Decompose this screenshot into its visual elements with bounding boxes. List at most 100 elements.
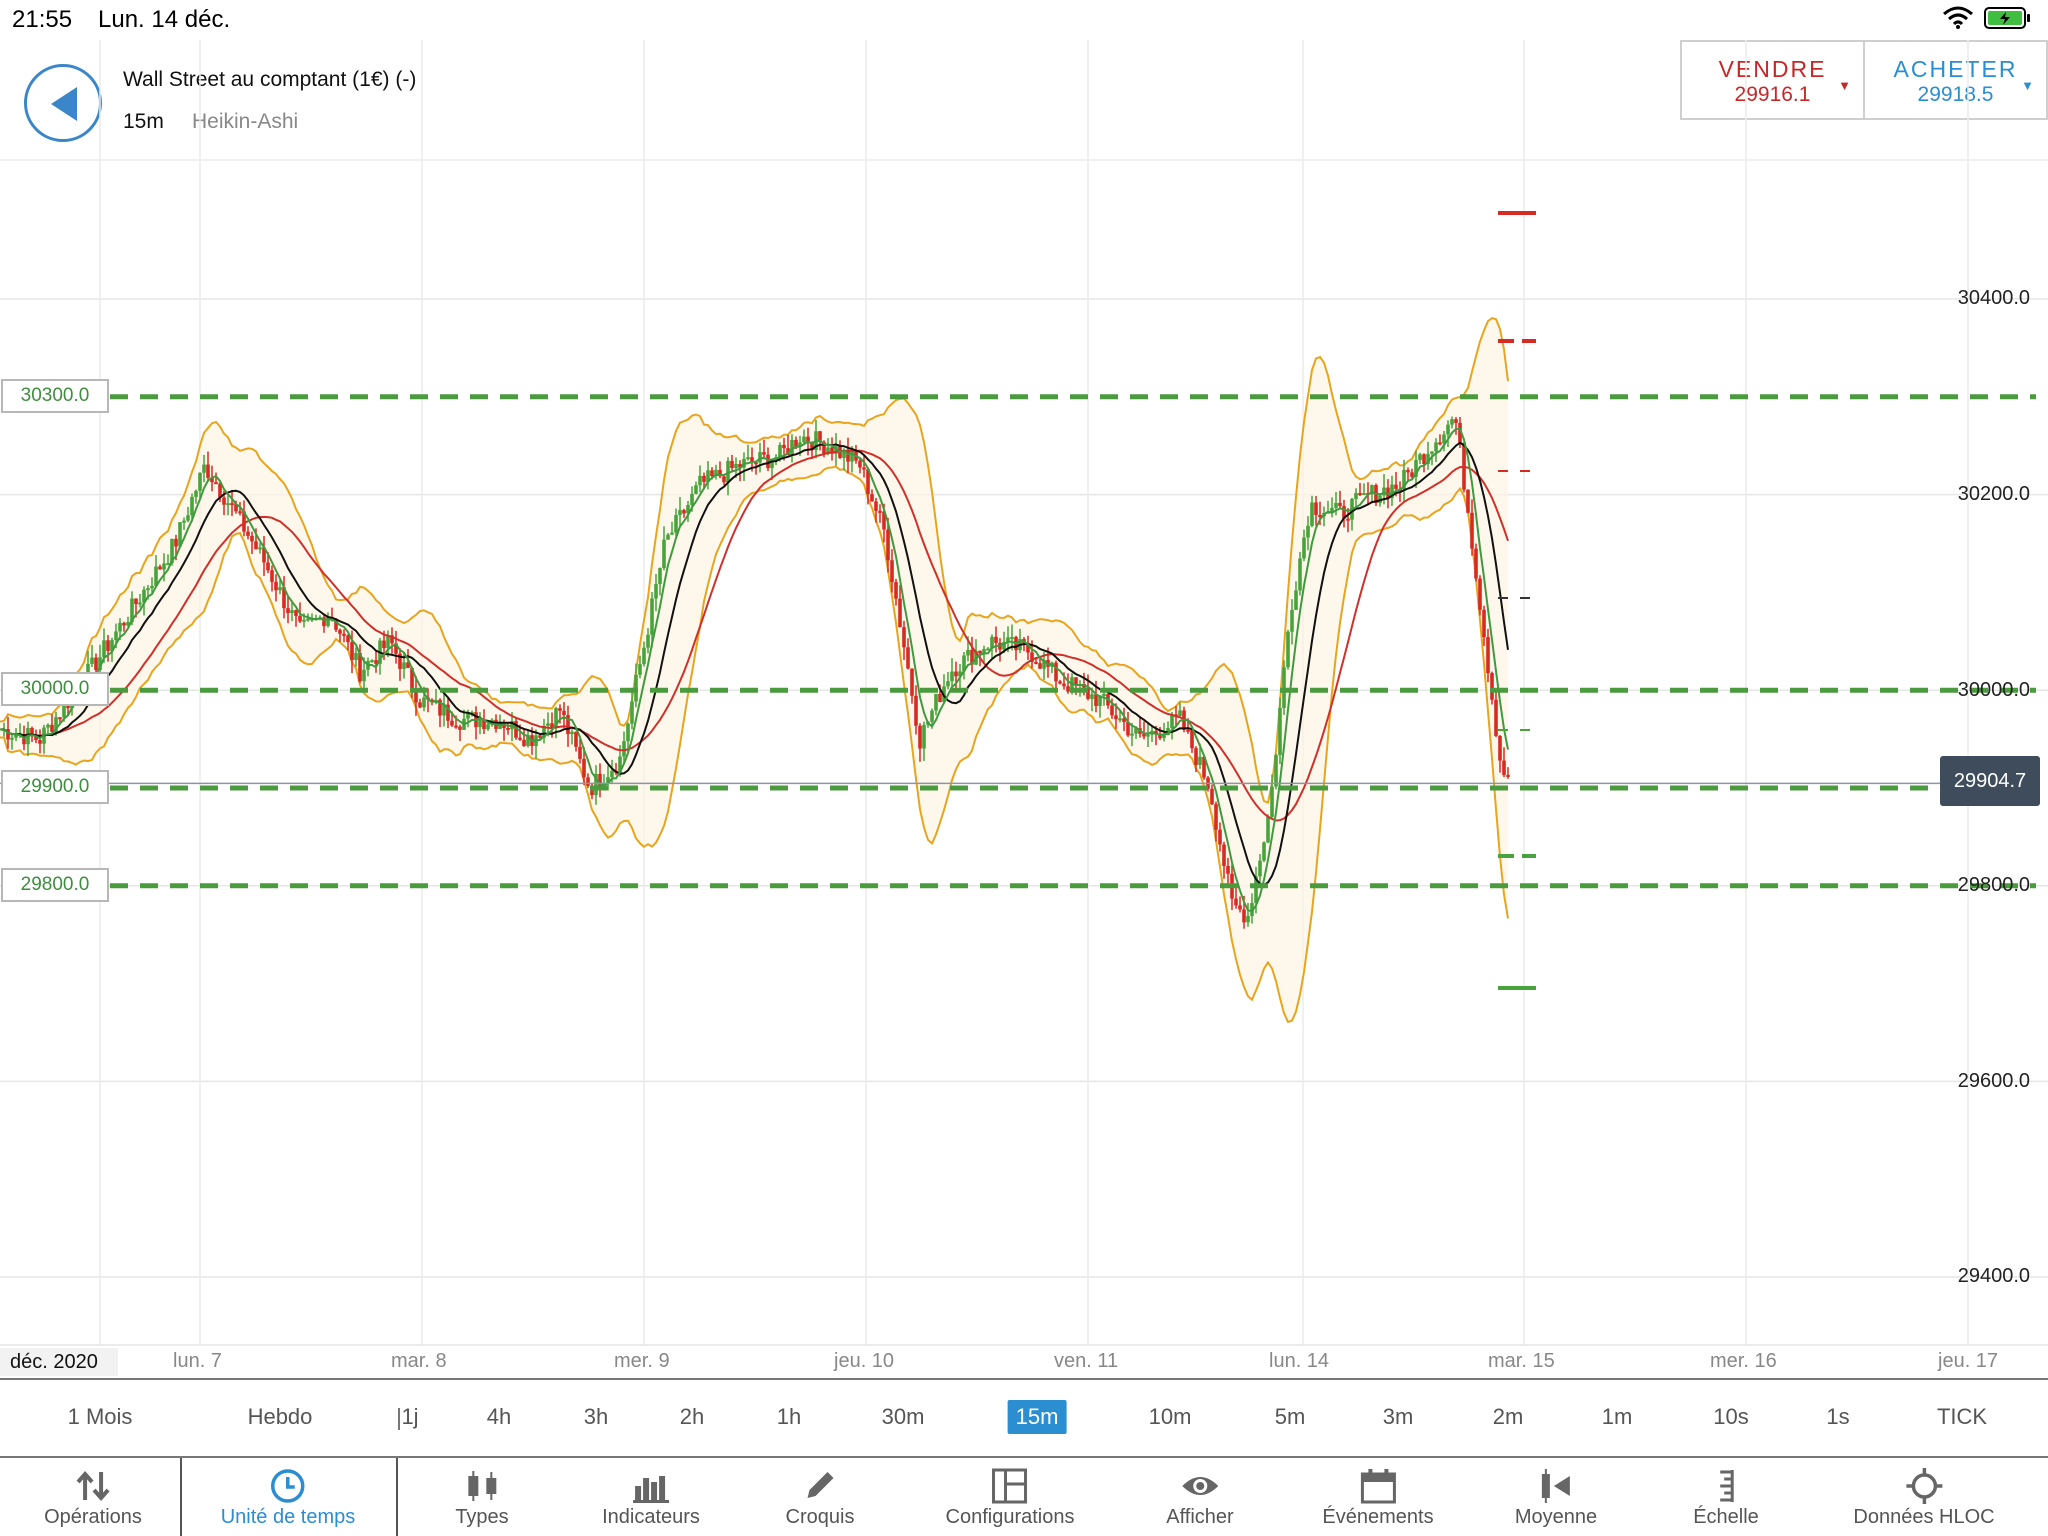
candle-up: [1010, 637, 1014, 640]
tf-1d[interactable]: 1j: [401, 1404, 419, 1429]
candle-down: [390, 635, 394, 644]
tf-5m[interactable]: 5m: [1274, 1404, 1306, 1429]
candle-down: [414, 689, 418, 703]
candle-down: [1038, 663, 1042, 669]
candle-up: [1290, 609, 1294, 632]
candle-down: [562, 710, 566, 716]
candle-down: [218, 483, 222, 498]
timeframe-bar: 1 Mois Hebdo 1j 4h 3h 2h 1h 30m 15m 10m …: [0, 1378, 2048, 1458]
tf-30m[interactable]: 30m: [881, 1404, 925, 1429]
tf-10m[interactable]: 10m: [1148, 1404, 1192, 1429]
buy-button[interactable]: ACHETER 29918.5 ▼: [1863, 42, 2046, 118]
level-box-29800[interactable]: 29800.0: [1, 868, 109, 902]
candle-up: [1370, 485, 1374, 495]
bollinger-band-fill: [0, 318, 1508, 1022]
status-bar: 21:55 Lun. 14 déc.: [0, 0, 2048, 40]
candle-up: [678, 510, 682, 516]
display-label: Afficher: [1166, 1506, 1234, 1528]
candle-down: [762, 452, 766, 455]
configurations-button[interactable]: Configurations: [946, 1458, 1074, 1536]
indicators-button[interactable]: Indicateurs: [602, 1458, 700, 1536]
candle-down: [394, 643, 398, 654]
tf-1s[interactable]: 1s: [1826, 1404, 1850, 1429]
tf-weekly[interactable]: Hebdo: [247, 1404, 313, 1429]
hloc-button[interactable]: Données HLOC: [1853, 1458, 1995, 1536]
scale-label: Échelle: [1693, 1506, 1759, 1528]
sell-button[interactable]: VENDRE 29916.1 ▼: [1682, 42, 1863, 118]
candle-down: [1314, 502, 1318, 515]
bollinger-upper-line: [0, 317, 1509, 804]
candle-up: [110, 640, 114, 651]
candle-up: [118, 622, 122, 632]
tf-3h[interactable]: 3h: [583, 1404, 609, 1429]
timeunit-button[interactable]: Unité de temps: [221, 1458, 355, 1536]
candle-up: [654, 584, 658, 599]
tf-2m[interactable]: 2m: [1492, 1404, 1524, 1429]
candle-down: [578, 746, 582, 759]
candle-down: [818, 431, 822, 443]
candle-up: [526, 735, 530, 746]
candle-up: [986, 648, 990, 651]
candle-up: [166, 563, 170, 566]
candle-up: [1246, 915, 1250, 923]
candle-down: [1242, 909, 1246, 923]
date-axis-label: mer. 16: [1710, 1350, 1777, 1372]
candle-down: [718, 469, 722, 477]
candle-up: [402, 662, 406, 669]
price-axis-label: 29400.0: [1957, 1265, 2030, 1287]
candle-up: [1442, 434, 1446, 444]
tf-tick[interactable]: TICK: [1936, 1404, 1988, 1429]
candle-down: [266, 562, 270, 571]
candle-down: [1094, 694, 1098, 706]
candle-down: [1110, 705, 1114, 716]
candle-up: [422, 697, 426, 708]
candle-up: [1302, 537, 1306, 559]
tf-10s[interactable]: 10s: [1713, 1404, 1749, 1429]
candle-up: [46, 724, 50, 728]
candle-down: [882, 511, 886, 530]
price-axis-label: 29800.0: [1957, 874, 2030, 896]
candle-down: [1466, 489, 1470, 513]
candle-up: [98, 657, 102, 670]
candle-up: [126, 621, 130, 626]
candle-down: [1506, 774, 1510, 777]
level-box-30000[interactable]: 30000.0: [1, 672, 109, 706]
moving-average-black-line: [0, 441, 1509, 886]
tf-15m[interactable]: 15m: [1007, 1400, 1067, 1434]
candle-down: [1066, 686, 1070, 692]
candle-down: [786, 448, 790, 456]
buy-price: 29918.5: [1917, 83, 1994, 106]
tf-1h[interactable]: 1h: [776, 1404, 802, 1429]
tf-2h[interactable]: 2h: [679, 1404, 705, 1429]
tf-3m[interactable]: 3m: [1382, 1404, 1414, 1429]
tf-1m[interactable]: 1m: [1601, 1404, 1633, 1429]
price-chart[interactable]: [0, 0, 2048, 1378]
tf-4h[interactable]: 4h: [486, 1404, 512, 1429]
bar-chart-icon: [633, 1476, 669, 1503]
events-button[interactable]: Événements: [1322, 1458, 1434, 1536]
average-button[interactable]: Moyenne: [1515, 1458, 1597, 1536]
candle-down: [506, 727, 510, 730]
candle-up: [162, 563, 166, 570]
candle-up: [90, 657, 94, 664]
level-box-30300[interactable]: 30300.0: [1, 379, 109, 413]
date-axis-label: lun. 14: [1269, 1350, 1330, 1372]
display-button[interactable]: Afficher: [1166, 1458, 1234, 1536]
types-button[interactable]: Types: [455, 1458, 509, 1536]
level-box-29900[interactable]: 29900.0: [1, 770, 109, 804]
sketch-button[interactable]: Croquis: [786, 1458, 854, 1536]
calendar-icon: [1360, 1469, 1396, 1504]
tf-1-month[interactable]: 1 Mois: [67, 1404, 133, 1429]
candle-up: [146, 588, 150, 591]
candle-down: [970, 649, 974, 665]
candle-up: [386, 635, 390, 649]
candle-up: [746, 457, 750, 460]
operations-button[interactable]: Opérations: [44, 1458, 142, 1536]
scale-button[interactable]: Échelle: [1693, 1458, 1759, 1536]
candle-down: [1338, 502, 1342, 507]
candle-up: [930, 710, 934, 722]
types-label: Types: [455, 1506, 509, 1528]
candle-down: [106, 640, 110, 651]
candle-down: [518, 737, 522, 740]
candle-down: [1202, 756, 1206, 778]
